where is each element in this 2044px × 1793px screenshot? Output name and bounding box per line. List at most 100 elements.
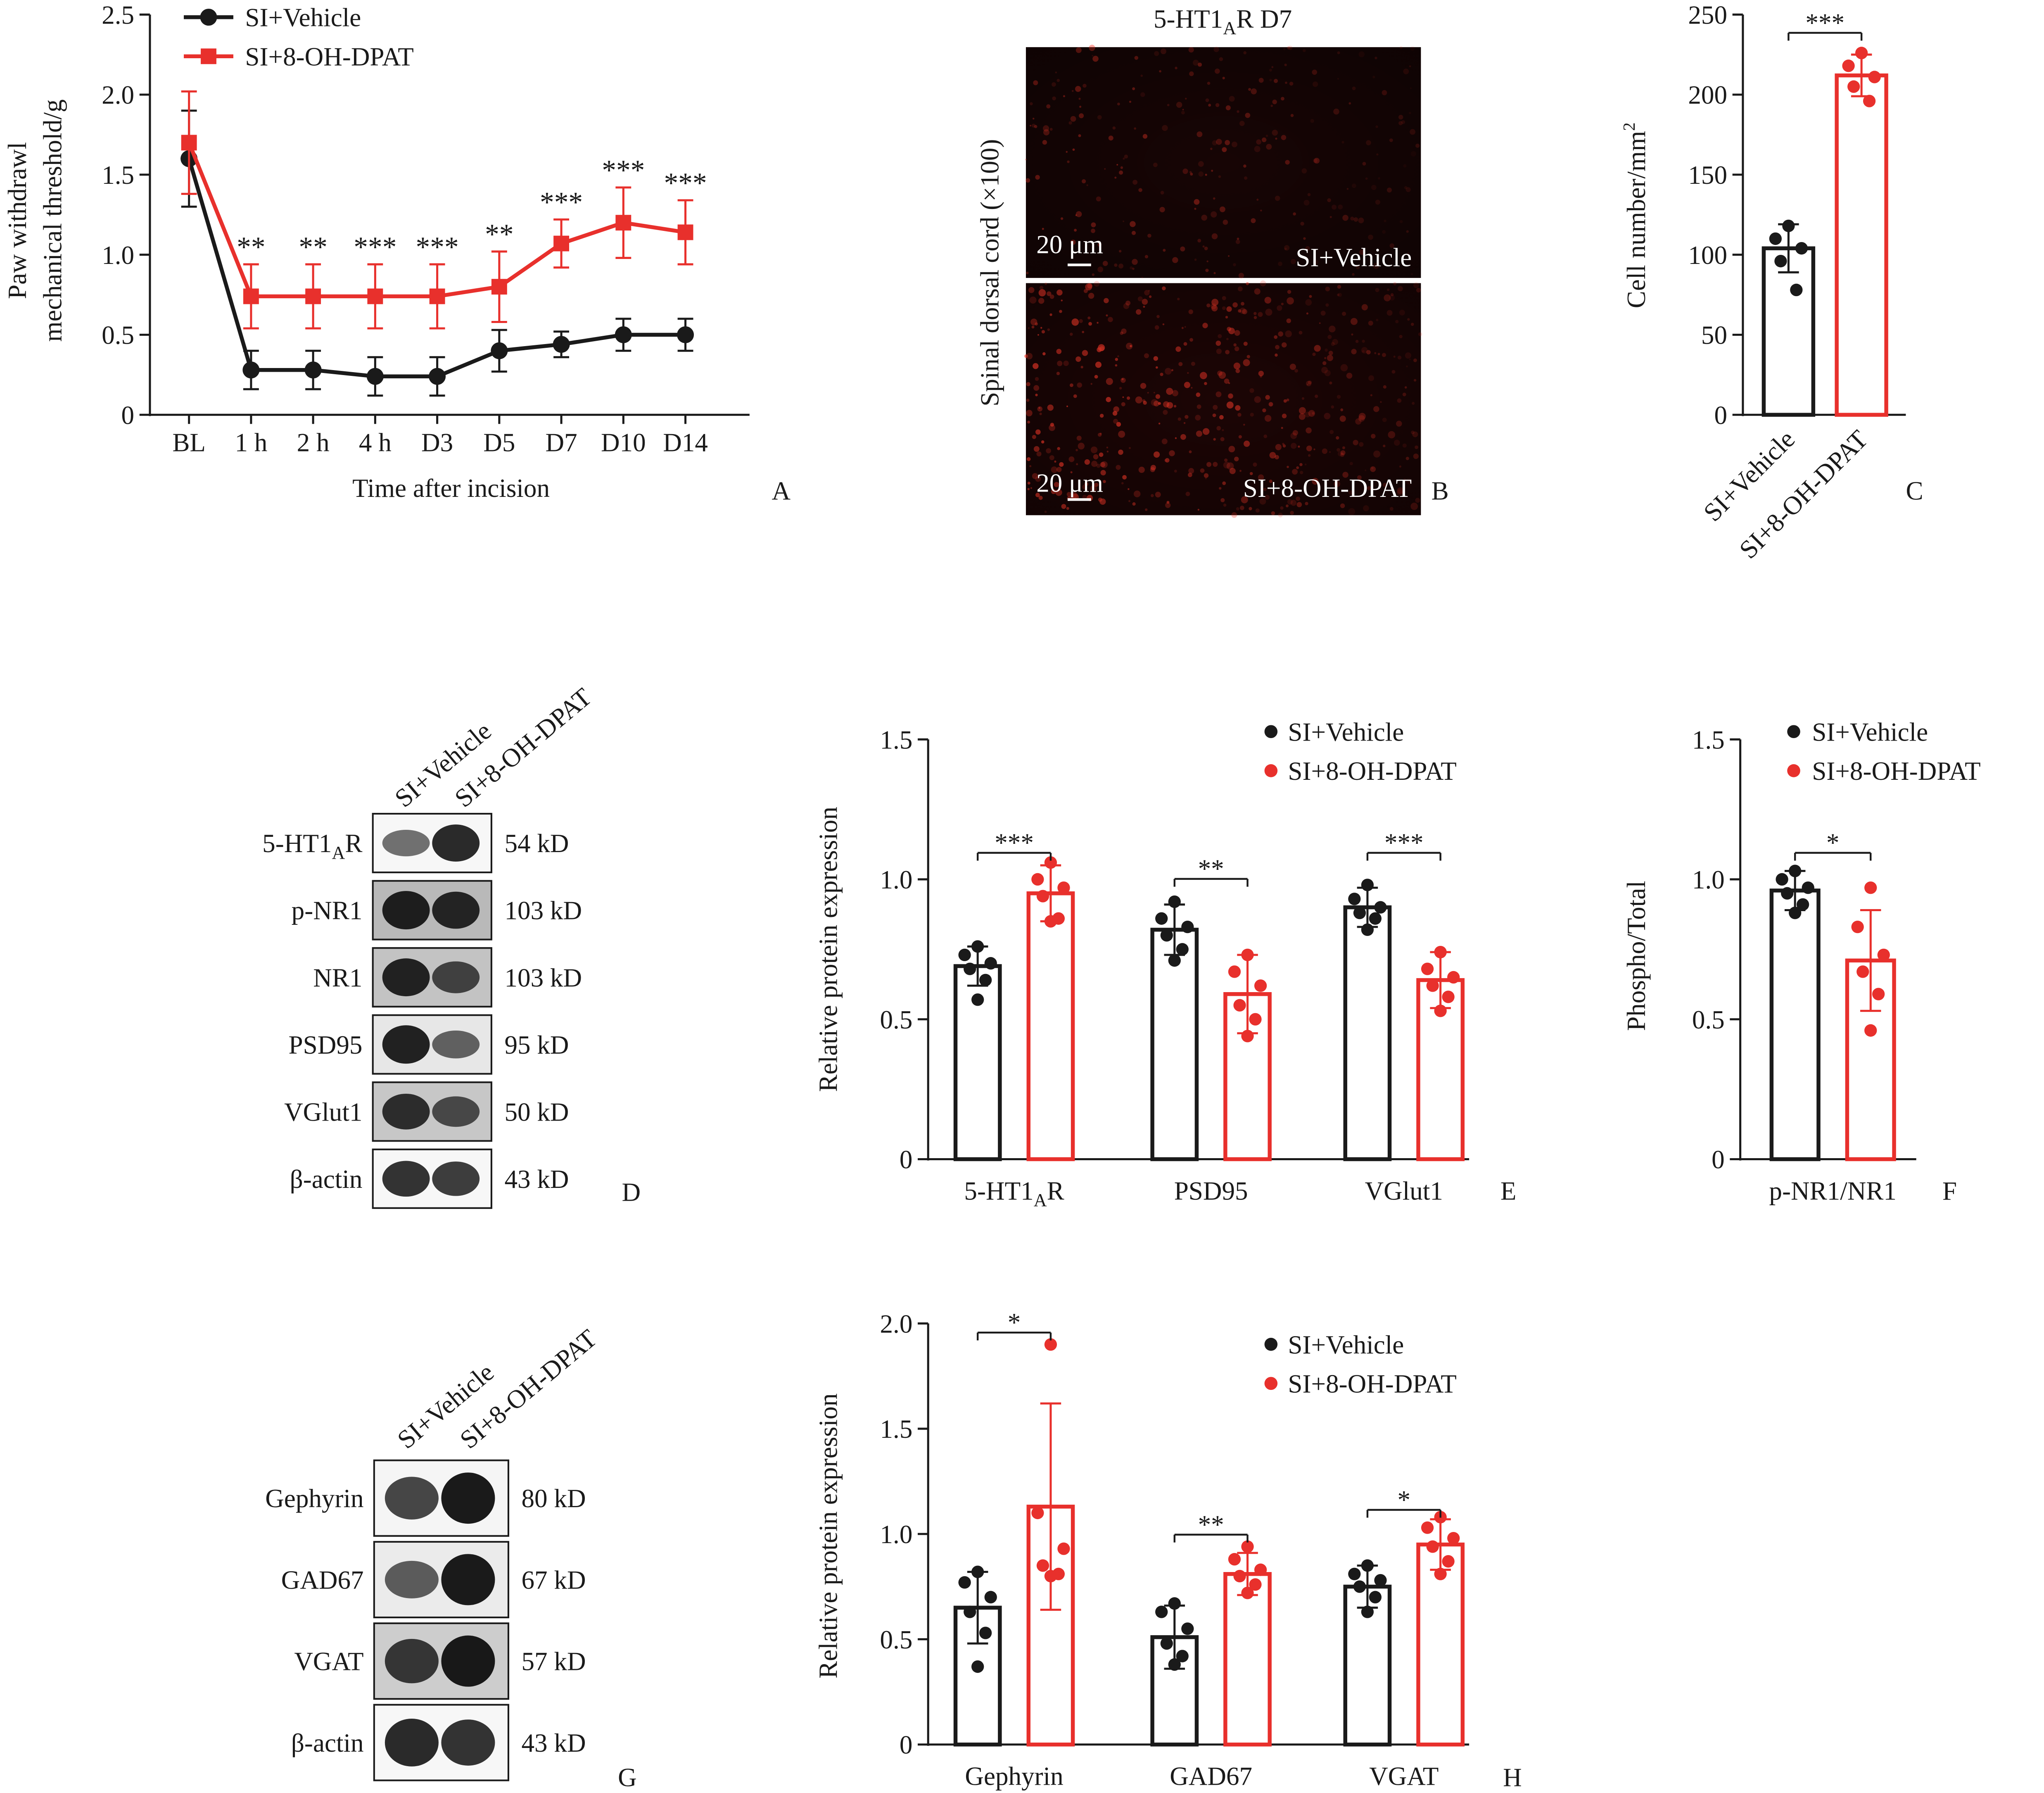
panel-h-data-point — [1361, 1605, 1374, 1618]
panel-a-x-tick-label: D7 — [546, 428, 577, 457]
panel-d-row-label: p-NR1 — [292, 896, 363, 925]
panel-h-data-point — [1233, 1570, 1246, 1583]
panel-e-data-point — [964, 962, 976, 975]
panel-h-x-tick-label: Gephyrin — [965, 1762, 1063, 1791]
panel-h-sig-label: * — [1008, 1308, 1021, 1337]
panel-e-data-point — [1434, 1005, 1447, 1017]
panel-e-ylabel: Relative protein expression — [814, 807, 843, 1092]
panel-c-y-tick-label: 200 — [1688, 81, 1727, 109]
panel-a-significance: ** — [299, 231, 327, 263]
panel-c-data-point — [1868, 71, 1881, 83]
panel-h-data-point — [1353, 1580, 1366, 1593]
panel-a-x-tick-label: 4 h — [359, 428, 392, 457]
panel-e-data-point — [1155, 912, 1168, 925]
panel-c-data-point — [1863, 95, 1876, 107]
panel-e-data-point — [1374, 901, 1387, 914]
panel-g-band — [441, 1472, 495, 1524]
panel-a-significance: ** — [485, 218, 513, 250]
panel-f-y-tick-label: 0 — [1712, 1145, 1725, 1174]
panel-e-x-tick-label-main: VGlut1 — [1365, 1176, 1443, 1205]
panel-a-xlabel: Time after incision — [352, 474, 550, 503]
panel-a-y-tick-label: 1.0 — [102, 241, 134, 270]
panel-h-data-point — [1181, 1622, 1194, 1635]
panel-h-data-point — [1168, 1597, 1181, 1610]
panel-e-data-point — [1434, 945, 1447, 959]
micrograph-vehicle: 20 μm SI+Vehicle — [1025, 45, 1421, 278]
panel-a-ylabel-line1: Paw withdrawl — [3, 142, 32, 299]
panel-h-legend-vehicle: SI+Vehicle — [1288, 1330, 1404, 1359]
panel-f-data-point — [1864, 881, 1877, 894]
panel-e-data-point — [1233, 999, 1246, 1012]
panel-e-data-point — [1254, 979, 1267, 992]
panel-b-micrographs: 5-HT1AR D7 Spinal dorsal cord (×100) 20 … — [976, 5, 1449, 518]
panel-h-data-point — [971, 1660, 984, 1673]
panel-e-data-point — [1241, 1030, 1254, 1043]
panel-h-data-point — [1254, 1563, 1267, 1576]
panel-h-letter: H — [1503, 1763, 1522, 1792]
panel-a-drug-point — [367, 288, 383, 304]
panel-e-data-point — [984, 957, 997, 970]
panel-a-vehicle-point — [677, 326, 694, 343]
panel-f-data-point — [1776, 873, 1788, 886]
panel-e-data-point — [1361, 879, 1374, 891]
panel-d-band — [432, 824, 480, 862]
panel-a-drug-point — [429, 288, 445, 304]
panel-h-data-point — [1160, 1637, 1173, 1650]
panel-f-letter: F — [1942, 1176, 1957, 1205]
panel-g-band — [385, 1477, 439, 1520]
panel-e-legend-vehicle: SI+Vehicle — [1288, 717, 1404, 746]
panel-a-drug-point — [677, 224, 693, 240]
panel-d-size-label: 54 kD — [504, 829, 569, 858]
panel-b-label-drug: SI+8-OH-DPAT — [1243, 474, 1412, 503]
panel-e-data-point — [1057, 881, 1070, 894]
panel-c-y-tick-label: 150 — [1688, 161, 1727, 190]
panel-g-band — [441, 1554, 495, 1605]
panel-h-x-tick-label-main: VGAT — [1369, 1762, 1439, 1791]
panel-h-legend-drug: SI+8-OH-DPAT — [1288, 1369, 1456, 1398]
panel-h-data-point — [1374, 1574, 1387, 1587]
panel-h-x-tick-label-main: Gephyrin — [965, 1762, 1063, 1791]
panel-e-y-tick-label: 0 — [900, 1145, 913, 1174]
panel-d-row-label-main: VGlut1 — [284, 1097, 362, 1126]
panel-c-y-tick-label: 50 — [1701, 321, 1727, 350]
panel-d-band — [382, 1025, 430, 1064]
panel-c-y-tick-label: 100 — [1688, 241, 1727, 270]
panel-h-data-point — [1176, 1650, 1189, 1662]
panel-d-row-label-main: PSD95 — [289, 1031, 363, 1059]
panel-d-row-label: PSD95 — [289, 1031, 363, 1059]
panel-e-data-point — [1241, 948, 1254, 962]
panel-c-ylabel-sup: 2 — [1619, 122, 1638, 131]
panel-g-row-label: GAD67 — [281, 1565, 364, 1594]
panel-a-x-tick-label: D10 — [601, 428, 646, 457]
panel-g-row-label-main: Gephyrin — [265, 1484, 363, 1513]
panel-f-legend-vehicle: SI+Vehicle — [1812, 717, 1928, 746]
panel-f-legend-vehicle-dot — [1787, 725, 1800, 739]
panel-a-y-tick-label: 2.0 — [102, 81, 134, 109]
panel-d-letter: D — [622, 1178, 641, 1206]
panel-h-x-tick-label: VGAT — [1369, 1762, 1439, 1791]
panel-b-label-vehicle: SI+Vehicle — [1296, 243, 1412, 272]
panel-f-data-point — [1802, 881, 1814, 894]
panel-a-significance: ** — [237, 231, 265, 263]
panel-a-drug-point — [243, 288, 259, 304]
panel-a-significance: *** — [602, 154, 645, 186]
panel-d-size-label: 43 kD — [504, 1165, 569, 1194]
panel-e-data-point — [1044, 915, 1057, 928]
panel-h-x-tick-label: GAD67 — [1170, 1762, 1252, 1791]
panel-g-row-label-main: β-actin — [291, 1729, 364, 1757]
panel-e-data-point — [1168, 895, 1181, 908]
panel-g-row-label: VGAT — [294, 1647, 363, 1676]
panel-e-sig-label: *** — [1384, 829, 1424, 857]
panel-d-row-label: NR1 — [313, 963, 362, 992]
panel-a-axes: 0 0.5 1.0 1.5 2.0 2.5 BL 1 h 2 h 4 h D3 D5 D7 D10 D14 — [102, 0, 750, 457]
panel-a-y-tick-label: 2.5 — [102, 0, 134, 29]
panel-a-ylabel-line2: mechanical threshold/g — [38, 99, 67, 342]
panel-h-data-point — [1426, 1540, 1439, 1553]
panel-e-data-point — [979, 974, 992, 987]
panel-h-data-point — [958, 1576, 971, 1589]
panel-e-marks: 0 0.5 1.0 1.5 5-HT1AR *** PSD95 ** VGlut1 *** — [880, 725, 1469, 1210]
panel-c-y-tick-label: 250 — [1688, 0, 1727, 29]
